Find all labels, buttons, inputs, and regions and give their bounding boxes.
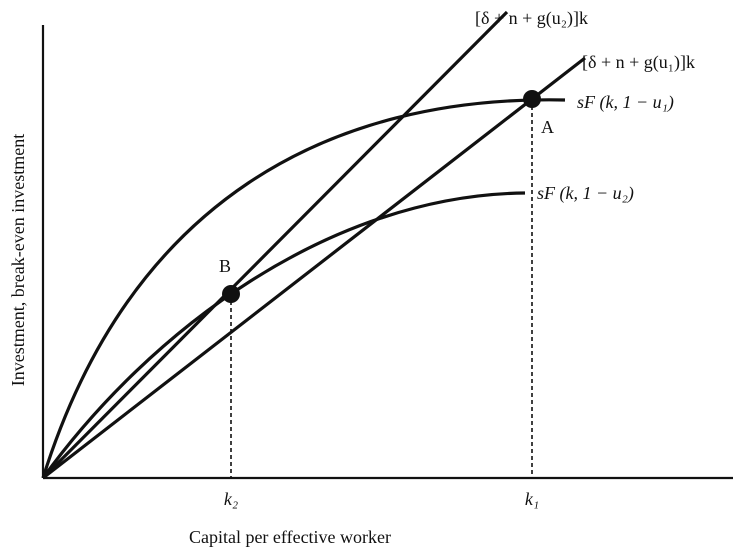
line-label: [δ + n + g(u₂)]k xyxy=(475,8,588,29)
curve-label: sF (k, 1 − u₁) xyxy=(577,92,674,113)
curve-u2 xyxy=(41,191,526,479)
tick-label: k₁ xyxy=(525,489,539,509)
line-u1 xyxy=(42,56,586,480)
x-axis-label: Capital per effective worker xyxy=(189,527,391,547)
point xyxy=(222,285,240,303)
point xyxy=(523,90,541,108)
line-label: [δ + n + g(u₁)]k xyxy=(582,52,695,73)
line-u2 xyxy=(41,10,509,480)
tick-label: k₂ xyxy=(224,489,238,509)
point-label: B xyxy=(219,256,231,276)
y-axis-label: Investment, break-even investment xyxy=(8,134,28,386)
point-label: A xyxy=(541,117,554,137)
curve-u1 xyxy=(41,98,566,479)
curve-label: sF (k, 1 − u₂) xyxy=(537,183,634,204)
